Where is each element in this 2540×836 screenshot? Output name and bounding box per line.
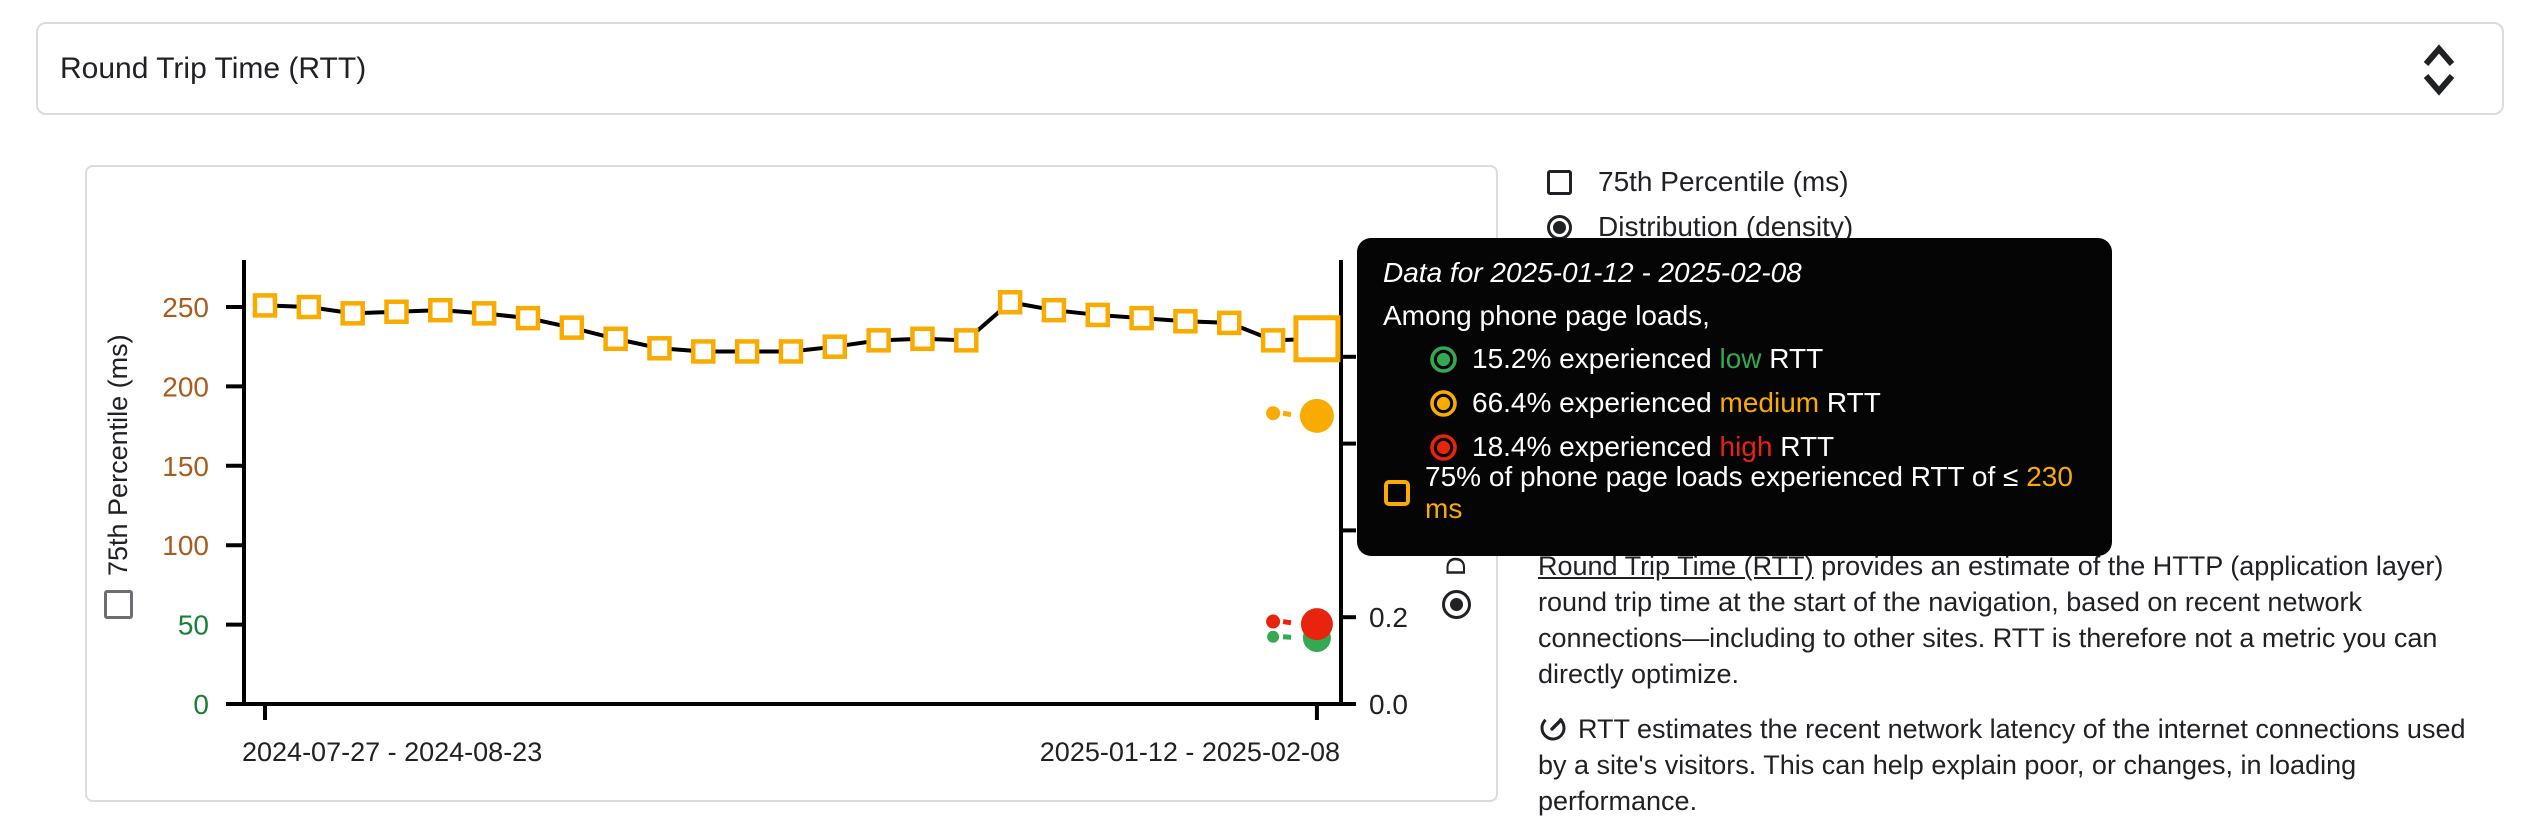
y-tick-label-left: 0 (193, 689, 209, 720)
p75-marker[interactable] (1085, 302, 1111, 328)
percentile-checkbox-icon (104, 590, 133, 619)
p75-marker[interactable] (252, 293, 278, 318)
y-tick-label-right: 0.0 (1369, 689, 1408, 720)
left-axis-title: 75th Percentile (ms) (103, 309, 134, 619)
y-tick-label-left: 200 (162, 371, 209, 402)
p75-marker[interactable] (691, 339, 716, 364)
p75-marker[interactable] (559, 315, 585, 340)
chart-legend: 75th Percentile (ms) Distribution (densit… (1547, 166, 1853, 243)
low-density-connector (1282, 634, 1302, 641)
medium-dot-icon (1430, 389, 1457, 417)
tooltip-row-text: 18.4% experienced high RTT (1472, 431, 1835, 462)
left-axis-title-text: 75th Percentile (ms) (103, 334, 133, 576)
p75-marker[interactable] (1173, 309, 1198, 334)
gauge-icon (1540, 715, 1566, 741)
tooltip-row-high: 18.4% experienced high RTT (1429, 425, 2086, 469)
tooltip-subtitle: Among phone page loads, (1383, 300, 1710, 331)
legend-checkbox[interactable] (1547, 169, 1572, 195)
tooltip-date-range: Data for 2025-01-12 - 2025-02-08 (1383, 257, 1802, 288)
p75-marker-selected[interactable] (1293, 315, 1341, 363)
description-paragraph-2: RTT estimates the recent network latency… (1538, 714, 2466, 816)
legend-radio-selected[interactable] (1547, 214, 1572, 240)
description-paragraph-1: Round Trip Time (RTT) provides an estima… (1538, 551, 2444, 689)
tooltip-row-medium: 66.4% experienced medium RTT (1429, 381, 2086, 425)
p75-marker[interactable] (428, 297, 453, 323)
p75-marker[interactable] (1129, 305, 1154, 331)
low-dot-icon (1430, 345, 1457, 373)
p75-marker[interactable] (1041, 297, 1067, 323)
metric-selector-label: Round Trip Time (RTT) (60, 51, 367, 85)
y-tick-label-right: 0.2 (1369, 602, 1408, 633)
p75-marker[interactable] (384, 299, 409, 325)
legend-item-75th-percentile-ms-[interactable]: 75th Percentile (ms) (1547, 166, 1853, 198)
p75-marker[interactable] (910, 326, 935, 352)
p75-marker[interactable] (734, 339, 760, 364)
p75-marker[interactable] (954, 328, 979, 353)
tooltip-percentile-row: 75% of phone page loads experienced RTT … (1383, 461, 2086, 524)
p75-marker[interactable] (1260, 328, 1286, 353)
medium-density-connector (1282, 410, 1299, 419)
low-density-prev-dot (1267, 630, 1280, 643)
p75-marker[interactable] (1217, 310, 1242, 336)
p75-marker[interactable] (340, 301, 365, 326)
y-tick-label-left: 150 (162, 451, 209, 482)
p75-marker[interactable] (471, 301, 497, 326)
rtt-chart[interactable]: 0501001502002500.00.20.40.60.82024-07-27… (87, 167, 1496, 800)
p75-marker[interactable] (997, 289, 1023, 315)
p75-marker[interactable] (515, 305, 541, 331)
p75-marker[interactable] (296, 294, 322, 320)
high-density-prev-dot (1266, 614, 1281, 629)
medium-density-prev-dot (1266, 406, 1281, 421)
p75-marker[interactable] (603, 326, 628, 352)
y-tick-label-left: 100 (162, 530, 209, 561)
legend-label: 75th Percentile (ms) (1598, 166, 1849, 197)
legend-item-distribution-density-[interactable]: Distribution (density) (1547, 211, 1853, 243)
p75-marker[interactable] (647, 336, 672, 361)
p75-marker[interactable] (822, 334, 848, 359)
y-tick-label-left: 250 (162, 292, 209, 323)
unfold-more-icon[interactable] (2416, 39, 2462, 99)
tooltip-percentile-text: 75% of phone page loads experienced RTT … (1425, 460, 2073, 524)
metric-description: Round Trip Time (RTT) provides an estima… (1538, 548, 2488, 836)
legend-label: Distribution (density) (1598, 211, 1854, 242)
high-density-dot[interactable] (1300, 608, 1333, 641)
x-tick-label: 2024-07-27 - 2024-08-23 (242, 737, 542, 767)
high-dot-icon (1430, 433, 1457, 461)
tooltip-row-text: 15.2% experienced low RTT (1472, 343, 1824, 374)
metric-selector[interactable]: Round Trip Time (RTT) (36, 22, 2504, 115)
high-density-connector (1282, 619, 1300, 627)
x-tick-label: 2025-01-12 - 2025-02-08 (1040, 737, 1340, 767)
y-tick-label-left: 50 (178, 610, 209, 641)
chart-tooltip: Data for 2025-01-12 - 2025-02-08 Among p… (1357, 238, 2112, 556)
tooltip-row-low: 15.2% experienced low RTT (1429, 337, 2086, 381)
medium-density-dot[interactable] (1299, 398, 1334, 433)
chart-card: 0501001502002500.00.20.40.60.82024-07-27… (85, 165, 1498, 802)
percentile-square-icon (1384, 479, 1410, 506)
tooltip-row-text: 66.4% experienced medium RTT (1472, 387, 1881, 418)
distribution-radio-icon (1442, 590, 1471, 619)
p75-marker[interactable] (866, 328, 891, 353)
p75-marker[interactable] (778, 339, 804, 364)
rtt-doc-link[interactable]: Round Trip Time (RTT) (1538, 551, 1814, 581)
